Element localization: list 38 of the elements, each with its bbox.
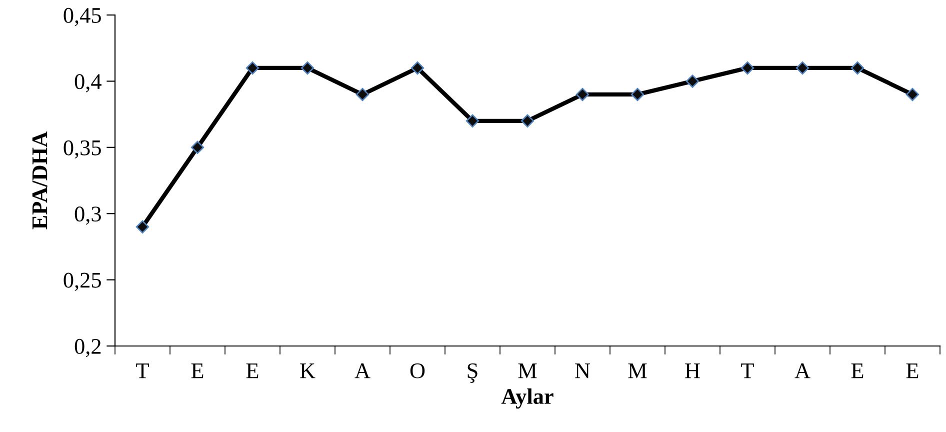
point	[630, 88, 644, 102]
point	[466, 114, 480, 128]
point	[410, 61, 424, 75]
x-tick-label: T	[136, 364, 149, 378]
x-tick-label: N	[575, 364, 590, 378]
point	[300, 61, 314, 75]
x-tick-label: E	[191, 364, 204, 378]
x-tick-label: T	[741, 364, 754, 378]
y-tick-label: 0,4	[74, 74, 102, 92]
point	[796, 61, 810, 75]
x-tick-label: H	[685, 364, 700, 378]
point	[686, 74, 700, 88]
x-tick-label: A	[794, 363, 810, 378]
y-tick-label: 0,45	[64, 8, 101, 26]
x-tick-label: M	[628, 364, 647, 378]
point	[850, 61, 864, 75]
point	[246, 61, 260, 75]
point	[190, 140, 204, 154]
x-tick-label: K	[300, 364, 316, 378]
x-tick-label: E	[851, 364, 864, 378]
x-tick-label: A	[354, 363, 370, 378]
x-tick-label: E	[906, 364, 918, 378]
point	[740, 61, 754, 75]
y-axis-title: EPA/DHA	[32, 131, 48, 230]
point	[906, 88, 920, 102]
y-tick-label: 0,35	[64, 140, 101, 159]
x-tick-label: O	[410, 363, 425, 378]
y-tick-label: 0,25	[64, 272, 101, 291]
x-tick-label: Ş	[468, 363, 478, 383]
point	[136, 220, 150, 234]
x-tick-label: M	[518, 364, 537, 378]
y-tick-label: 0,2	[74, 338, 101, 358]
x-tick-label: E	[246, 364, 258, 378]
point	[356, 88, 370, 102]
point	[576, 88, 590, 102]
y-tick-label: 0,3	[74, 206, 101, 225]
point	[520, 114, 534, 128]
x-axis-title: Aylar	[501, 388, 554, 409]
